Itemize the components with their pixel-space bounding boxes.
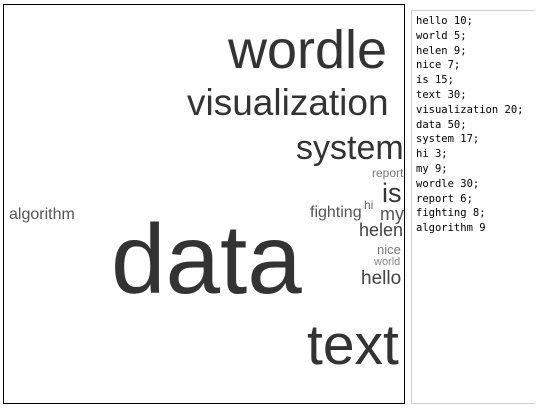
- word-hi: hi: [364, 198, 374, 212]
- word-list-panel[interactable]: hello 10; world 5; helen 9; nice 7; is 1…: [411, 10, 535, 404]
- word-is: is: [382, 178, 402, 208]
- word-system: system: [296, 129, 404, 167]
- word-nice: nice: [377, 242, 401, 257]
- word-wordle: wordle: [228, 20, 388, 80]
- word-my: my: [380, 204, 404, 224]
- word-data: data: [111, 204, 302, 314]
- word-list-text[interactable]: hello 10; world 5; helen 9; nice 7; is 1…: [416, 15, 524, 235]
- word-world: world: [374, 256, 401, 268]
- word-hello: hello: [361, 268, 402, 289]
- word-visualization: visualization: [187, 82, 389, 123]
- word-report: report: [372, 166, 404, 180]
- word-algorithm: algorithm: [9, 206, 75, 223]
- word-helen: helen: [359, 220, 404, 240]
- word-fighting: fighting: [310, 204, 362, 221]
- word-cloud-canvas: wordle visualization system report is al…: [3, 4, 405, 404]
- word-text: text: [307, 313, 399, 377]
